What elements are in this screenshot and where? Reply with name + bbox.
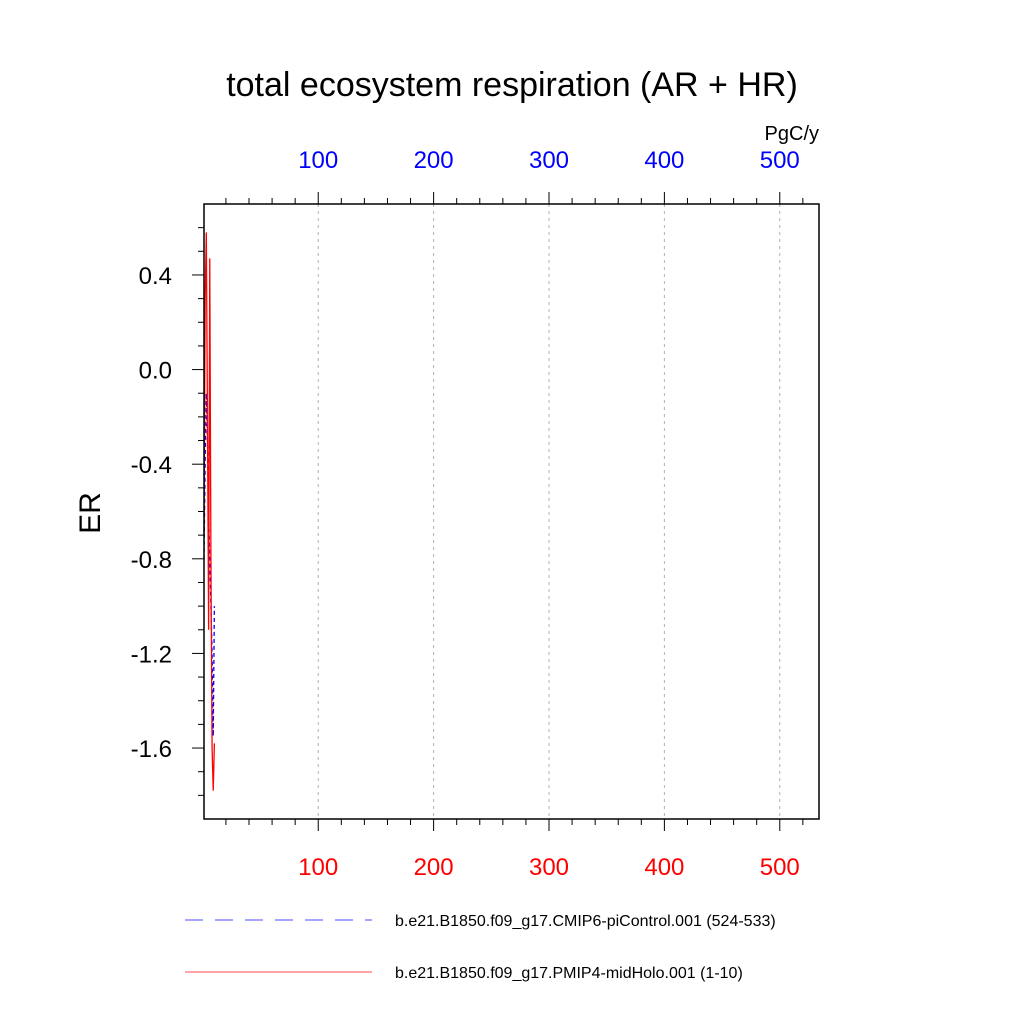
series-line-2	[203, 232, 216, 791]
chart-title: total ecosystem respiration (AR + HR)	[226, 66, 798, 104]
x-tick-label-bottom: 200	[414, 854, 454, 881]
x-tick-label-bottom: 400	[644, 854, 684, 881]
y-axis-label: ER	[74, 492, 107, 534]
y-tick-label: -0.8	[131, 547, 172, 574]
x-tick-label-bottom: 100	[298, 854, 338, 881]
grid-lines	[317, 204, 781, 819]
axis-ticks	[192, 192, 804, 831]
x-tick-label-top: 400	[644, 147, 684, 174]
x-tick-label-top: 500	[760, 147, 800, 174]
series-group	[203, 232, 216, 791]
y-tick-label: -1.2	[131, 641, 172, 668]
x-tick-label-bottom: 500	[760, 854, 800, 881]
x-tick-label-top: 100	[298, 147, 338, 174]
y-tick-label: -0.4	[131, 452, 172, 479]
plot-frame	[203, 203, 820, 820]
x-tick-label-top: 200	[414, 147, 454, 174]
tick-labels: 100 100 200 200 300 300 400 400 500 500 0.4 0.0 -0.4…	[131, 147, 800, 881]
legend-label-1: b.e21.B1850.f09_g17.CMIP6-piControl.001 …	[395, 913, 776, 930]
legend: b.e21.B1850.f09_g17.CMIP6-piControl.001 …	[185, 913, 776, 982]
units-label: PgC/y	[765, 123, 819, 145]
legend-label-2: b.e21.B1850.f09_g17.PMIP4-midHolo.001 (1…	[395, 965, 743, 982]
x-tick-label-top: 300	[529, 147, 569, 174]
y-tick-label: -1.6	[131, 736, 172, 763]
x-tick-label-bottom: 300	[529, 854, 569, 881]
y-tick-label: 0.4	[139, 263, 172, 290]
y-tick-label: 0.0	[139, 358, 172, 385]
